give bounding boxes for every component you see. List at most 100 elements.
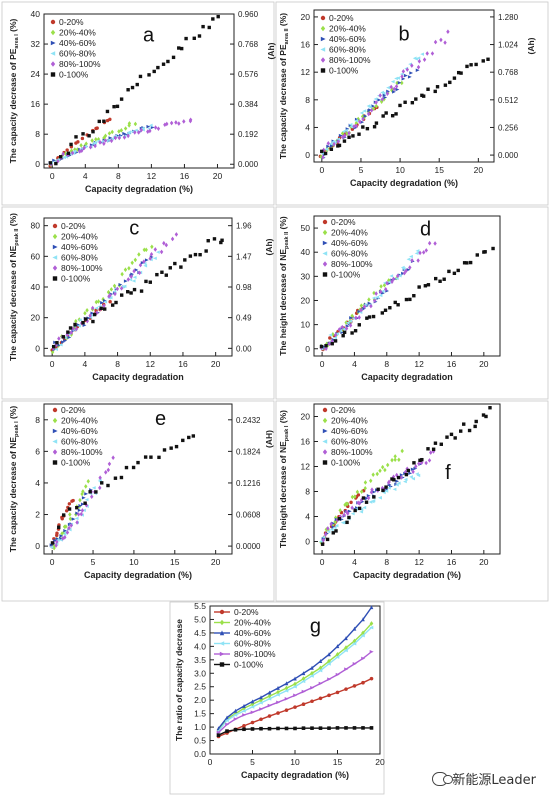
x-tick-label: 12 — [146, 359, 156, 369]
plot-area — [313, 403, 501, 555]
y-right-tick-label: 1.47 — [236, 252, 252, 261]
data-point — [343, 133, 347, 138]
data-point — [408, 297, 412, 302]
data-point — [335, 726, 340, 730]
data-point — [467, 428, 472, 433]
x-tick-label: 10 — [395, 165, 405, 175]
watermark: 新能源Leader — [432, 769, 536, 788]
data-point — [401, 267, 406, 271]
data-point — [165, 121, 169, 127]
data-point — [55, 538, 60, 542]
data-point — [102, 303, 106, 309]
data-point — [49, 545, 54, 550]
data-point — [318, 668, 323, 673]
data-point — [95, 126, 99, 130]
data-point — [382, 281, 387, 285]
legend-marker — [322, 240, 328, 246]
data-point — [421, 250, 426, 255]
data-point — [369, 649, 374, 654]
data-point — [123, 279, 128, 283]
data-point — [53, 340, 58, 345]
data-point — [76, 512, 81, 517]
data-point — [124, 465, 129, 470]
data-point — [355, 489, 360, 495]
data-layer — [48, 14, 220, 168]
y-tick-label: 3.5 — [194, 655, 206, 665]
legend-label: 60%-80% — [61, 253, 98, 263]
data-point — [390, 279, 394, 285]
y-right-tick-label: 0.1824 — [236, 447, 261, 456]
data-point — [187, 435, 191, 440]
data-point — [276, 726, 280, 731]
data-point — [398, 103, 402, 108]
y-tick-label: 4 — [305, 122, 310, 132]
data-point — [301, 671, 306, 676]
y-tick-label: 5.5 — [194, 601, 206, 611]
data-point — [329, 144, 334, 148]
data-point — [326, 141, 330, 146]
data-point — [120, 271, 124, 277]
y-tick-label: 4.0 — [194, 641, 206, 651]
data-point — [327, 677, 332, 681]
data-point — [399, 72, 404, 76]
data-point — [423, 284, 428, 288]
data-point — [420, 93, 424, 98]
y-tick-label: 1.0 — [194, 722, 206, 732]
data-point — [361, 726, 365, 730]
data-point — [418, 458, 422, 462]
data-point — [365, 496, 369, 501]
data-point — [84, 497, 89, 502]
data-point — [344, 726, 348, 730]
data-point — [433, 276, 438, 281]
data-point — [417, 285, 421, 289]
data-point — [354, 315, 358, 321]
data-point — [267, 697, 272, 701]
data-point — [414, 97, 418, 101]
data-point — [372, 125, 377, 129]
data-point — [293, 705, 297, 709]
data-point — [91, 129, 95, 134]
data-point — [353, 494, 357, 500]
data-point — [326, 662, 331, 666]
chart-panel-e: 0 5 10 15 20 0 2 4 6 8 0.0000 0.0608 0.1216 0.1824 0.2… — [1, 400, 275, 602]
chart-panel-f: 0 4 8 12 16 20 0 4 8 12 16 20 Capacity degradation (… — [275, 400, 549, 602]
x-tick-label: 8 — [116, 171, 121, 181]
data-point — [90, 494, 94, 500]
data-point — [374, 291, 378, 296]
data-point — [51, 344, 56, 349]
data-point — [330, 342, 334, 346]
data-point — [144, 258, 149, 262]
data-point — [378, 495, 382, 500]
data-point — [61, 151, 65, 157]
data-layer — [49, 434, 196, 551]
data-point — [384, 489, 389, 493]
legend-label: 40%-60% — [331, 426, 368, 436]
data-point — [103, 138, 108, 143]
data-point — [242, 703, 246, 708]
data-point — [333, 335, 337, 340]
data-point — [381, 91, 386, 95]
data-point — [332, 525, 337, 530]
data-point — [371, 314, 376, 319]
data-point — [62, 155, 66, 160]
data-point — [366, 495, 371, 501]
data-point — [318, 726, 323, 730]
data-point — [67, 335, 72, 340]
legend-label: 0-20% — [329, 13, 354, 23]
data-point — [426, 447, 430, 451]
data-point — [74, 326, 79, 332]
x-axis-label: Capacity degradation (%) — [241, 770, 349, 780]
data-point — [349, 316, 353, 320]
data-point — [376, 487, 380, 491]
data-point — [76, 140, 80, 144]
data-point — [164, 273, 168, 277]
data-point — [259, 707, 264, 711]
data-point — [96, 136, 101, 142]
data-point — [329, 527, 334, 532]
data-point — [109, 138, 114, 144]
y-tick-label: 3.0 — [194, 668, 206, 678]
x-tick-label: 10 — [129, 557, 139, 567]
data-point — [250, 705, 255, 709]
chart-panel-c: 0 4 8 12 16 20 0 20 40 60 80 0.00 0.49 0.98 1.47 1.96 Ca… — [1, 206, 275, 400]
data-point — [88, 490, 92, 494]
